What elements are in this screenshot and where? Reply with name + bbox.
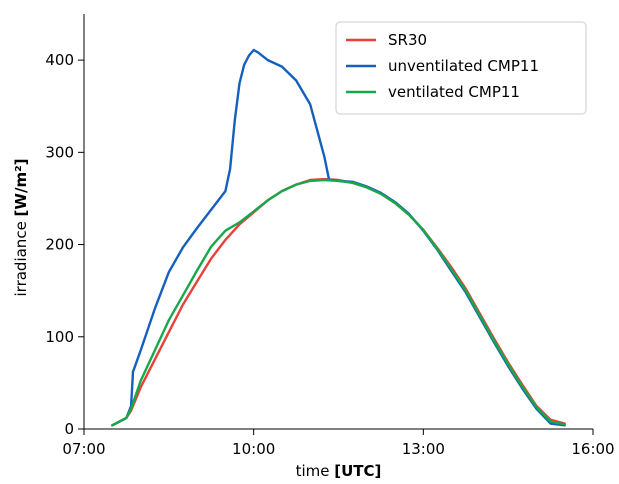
y-tick-label: 200 (45, 236, 74, 254)
x-tick-label: 13:00 (402, 440, 445, 458)
y-tick-label: 0 (64, 420, 74, 438)
legend-label-2: ventilated CMP11 (388, 83, 520, 101)
legend-label-0: SR30 (388, 31, 427, 49)
axes-layer: 0 100 200 300 400 07:00 10:00 13:00 16:00 time [U… (12, 14, 615, 480)
x-tick-label: 10:00 (232, 440, 275, 458)
series-layer (111, 48, 566, 427)
series-line-2 (111, 178, 566, 427)
x-tick-label: 07:00 (62, 440, 105, 458)
legend: SR30 unventilated CMP11 ventilated CMP11 (335, 21, 587, 115)
y-axis-label-text: irradiance (12, 216, 30, 296)
y-tick-label: 300 (45, 143, 74, 161)
legend-box (335, 21, 587, 115)
y-axis-label-unit: [W/m²] (12, 159, 30, 217)
y-tick-label: 400 (45, 51, 74, 69)
x-axis-label-unit: [UTC] (334, 462, 381, 480)
y-axis-label: irradiance [W/m²] (12, 159, 30, 297)
legend-label-1: unventilated CMP11 (388, 57, 539, 75)
x-tick-label: 16:00 (571, 440, 614, 458)
y-tick-label: 100 (45, 328, 74, 346)
x-axis-label-text: time (296, 462, 335, 480)
x-axis-label: time [UTC] (296, 462, 382, 480)
